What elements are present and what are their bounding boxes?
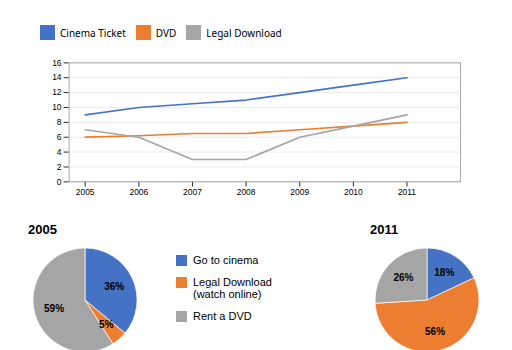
- svg-text:2005: 2005: [28, 222, 57, 237]
- svg-text:14: 14: [52, 72, 62, 82]
- svg-text:8: 8: [57, 117, 62, 127]
- svg-text:36%: 36%: [104, 280, 124, 291]
- svg-text:16: 16: [52, 58, 62, 68]
- svg-text:2009: 2009: [290, 187, 309, 197]
- svg-text:6: 6: [57, 132, 62, 142]
- svg-text:12: 12: [52, 87, 62, 97]
- svg-text:2008: 2008: [237, 187, 256, 197]
- html-text:Rent a DVD: Rent a DVD: [193, 309, 252, 322]
- svg-text:0: 0: [57, 177, 62, 187]
- svg-text:2010: 2010: [344, 187, 363, 197]
- svg-text:56%: 56%: [425, 325, 445, 336]
- html-text:Legal Download: Legal Download: [193, 275, 272, 288]
- html-text:(watch online): (watch online): [193, 287, 262, 300]
- svg-text:59%: 59%: [44, 303, 64, 314]
- svg-text:2011: 2011: [370, 222, 398, 237]
- svg-text:4: 4: [57, 147, 62, 157]
- svg-text:26%: 26%: [393, 272, 413, 283]
- svg-text:2006: 2006: [129, 187, 148, 197]
- svg-text:2007: 2007: [183, 187, 202, 197]
- svg-text:2: 2: [57, 162, 62, 172]
- html-text:Go to cinema: Go to cinema: [193, 253, 259, 266]
- svg-text:2005: 2005: [76, 187, 95, 197]
- html-text:DVD: DVD: [155, 25, 177, 40]
- svg-text:5%: 5%: [99, 318, 114, 329]
- html-text:Cinema Ticket: Cinema Ticket: [60, 25, 126, 40]
- svg-text:18%: 18%: [434, 267, 454, 278]
- svg-text:2011: 2011: [398, 187, 416, 197]
- svg-text:10: 10: [52, 102, 62, 112]
- html-text:Legal Download: Legal Download: [206, 25, 282, 40]
